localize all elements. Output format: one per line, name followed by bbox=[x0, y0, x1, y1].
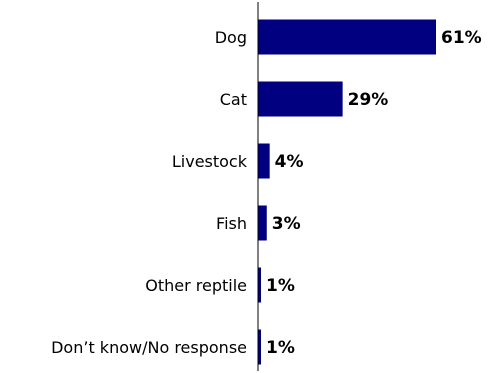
value-label-5: 1% bbox=[266, 338, 295, 358]
value-label-4: 1% bbox=[266, 276, 295, 296]
category-label-5: Don’t know/No response bbox=[51, 338, 247, 357]
value-label-2: 4% bbox=[275, 152, 304, 172]
value-label-0: 61% bbox=[441, 28, 482, 48]
bar-3 bbox=[258, 205, 267, 241]
bars-layer bbox=[258, 19, 436, 365]
bar-2 bbox=[258, 143, 270, 179]
bar-5 bbox=[258, 329, 261, 365]
bar-1 bbox=[258, 81, 343, 117]
labels-layer: Dog 61% Cat 29% Livestock 4% Fish 3% Other repti… bbox=[51, 28, 482, 358]
category-label-2: Livestock bbox=[172, 152, 248, 171]
value-label-3: 3% bbox=[272, 214, 301, 234]
bar-4 bbox=[258, 267, 261, 303]
value-label-1: 29% bbox=[348, 90, 389, 110]
category-label-1: Cat bbox=[220, 90, 247, 109]
category-label-0: Dog bbox=[215, 28, 247, 47]
bar-0 bbox=[258, 19, 436, 55]
category-label-4: Other reptile bbox=[145, 276, 247, 295]
category-label-3: Fish bbox=[216, 214, 247, 233]
